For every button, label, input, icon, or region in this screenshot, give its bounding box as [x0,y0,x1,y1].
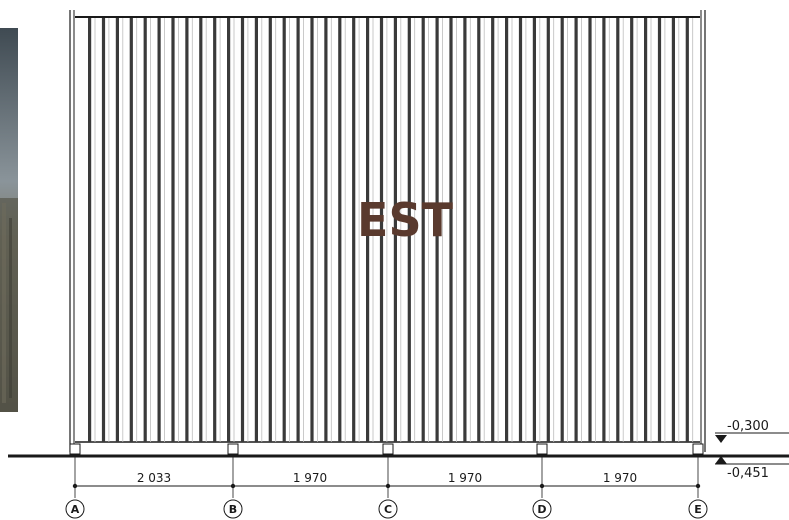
cladding-rib [435,18,439,442]
level-label-top: -0,300 [727,419,769,434]
cladding-rib [393,18,397,442]
grid-axes: A B C D E [65,499,708,519]
cladding-rib [588,18,592,442]
cladding-rib [129,18,133,442]
axis-label: C [384,503,392,516]
cladding-rib [227,18,231,442]
site-photo-fragment [0,28,18,412]
cladding-rib [366,18,370,442]
footing [692,443,704,455]
axis-bubble: E [688,499,708,519]
span-label: 2 033 [137,471,171,485]
cladding-rib [560,18,564,442]
cladding-rib [421,18,425,442]
cladding-rib [505,18,509,442]
axis-label: E [694,503,702,516]
cladding-rib [379,18,384,442]
dimension-chain: 2 033 1 970 1 970 1 970 [75,471,700,487]
cladding-rib [310,18,314,442]
cladding-rib [88,18,92,442]
axis-bubble: C [378,499,398,519]
cladding-rib [407,18,411,442]
cladding-rib [463,18,467,442]
cladding-rib [213,18,217,442]
cladding-rib [518,18,523,442]
cladding-rib [240,18,245,442]
footing [227,443,239,455]
span-label: 1 970 [293,471,327,485]
cladding-rib [338,18,342,442]
level-marker-top: -0,300 [715,419,789,443]
cladding-rib [630,18,634,442]
cladding-rib [574,18,578,442]
cladding-rib [254,18,258,442]
axis-label: B [229,503,237,516]
level-marker-bottom: -0,451 [715,456,789,481]
cladding-rib [157,18,161,442]
axis-bubble: A [65,499,85,519]
axis-bubble: D [532,499,552,519]
cladding-rib [296,18,300,442]
cladding-rib [171,18,175,442]
cladding-rib [101,18,106,442]
cladding-rib [185,18,189,442]
facade-elevation [69,10,706,498]
cladding-rib [449,18,453,442]
cladding-rib [546,18,550,442]
cladding-rib [143,18,147,442]
footing [382,443,394,455]
cladding-rib [477,18,481,442]
cladding-rib [115,18,119,442]
level-label-bottom: -0,451 [727,466,769,481]
elevation-title: EST [357,193,454,247]
footing [69,443,81,455]
cladding-rib [352,18,356,442]
cladding-rib [532,18,536,442]
axis-label: D [537,503,546,516]
cladding-rib [671,18,675,442]
cladding-rib [324,18,328,442]
cladding-rib [602,18,606,442]
span-label: 1 970 [603,471,637,485]
span-label: 1 970 [448,471,482,485]
cladding-rib [616,18,620,442]
footing [536,443,548,455]
axis-bubble: B [223,499,243,519]
cladding-rib [199,18,203,442]
cladding-rib [268,18,272,442]
cladding-rib [657,18,662,442]
level-triangle-down-icon [715,435,727,443]
cladding-rib [282,18,286,442]
cladding-rib [644,18,648,442]
cladding-rib [685,18,689,442]
level-triangle-up-icon [715,456,727,464]
axis-label: A [71,503,80,516]
cladding-rib [491,18,495,442]
